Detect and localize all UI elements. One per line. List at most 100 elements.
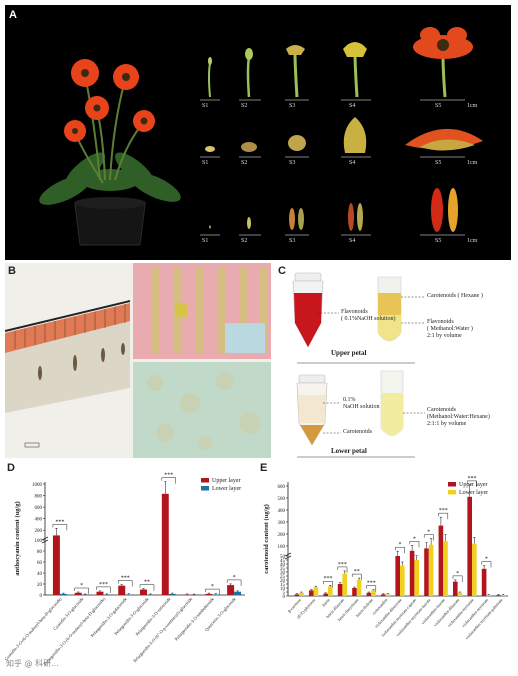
anthocyanin-bar-chart: 0 20 40 60 80 100 200 400 600 800 1000 anthocyanin … (5, 473, 245, 666)
significance-label: * (211, 584, 214, 590)
scale-bar-label: 1cm (467, 160, 478, 166)
panel-b-label: B (8, 265, 16, 277)
label-flavonoids-mw: Flavonoids ( Methanol:Water ) 2:1 by vol… (427, 319, 473, 340)
bar-lower (328, 586, 333, 596)
y-tick-label: 200 (35, 529, 43, 534)
y-tick-label: 800 (35, 494, 43, 499)
bar-upper (74, 592, 82, 595)
significance-label: * (485, 557, 488, 563)
significance-bracket (481, 561, 492, 568)
plant-pot-photo (39, 59, 181, 246)
bar-upper (294, 594, 300, 596)
bar-lower (457, 592, 463, 596)
significance-label: *** (121, 576, 130, 582)
significance-label: *** (439, 508, 448, 514)
panel-d: D 0 20 40 60 80 100 200 400 600 800 1000 anthocyani… (5, 462, 255, 672)
bar-lower (472, 543, 477, 596)
y-tick-label: 200 (278, 533, 286, 538)
bar-lower (400, 565, 405, 596)
significance-bracket (395, 546, 405, 554)
bar-lower (342, 573, 348, 596)
y-tick-label: 400 (35, 517, 43, 522)
panel-e-label: E (260, 462, 268, 474)
significance-bracket (52, 524, 68, 531)
stage-label: S1 (202, 160, 209, 166)
x-tick-label: Pelargonidin-3-O-galactoside (90, 596, 128, 638)
legend-label: Lower layer (459, 490, 488, 496)
row-flower-heads (200, 117, 483, 158)
y-tick-label: 40 (37, 572, 43, 577)
scale-bar-label: 1cm (467, 238, 478, 244)
y-tick-label: 35 (280, 567, 286, 572)
stage-label: S1 (202, 103, 209, 109)
caption-upper-petal: Upper petal (331, 349, 367, 357)
y-tick-label: 30 (280, 571, 286, 576)
petal-cross-section-micrograph (5, 263, 271, 458)
significance-label: * (456, 571, 459, 577)
bar-lower (500, 595, 506, 596)
bar-upper (161, 493, 169, 595)
bar-upper (481, 568, 487, 596)
label-text: 2:1:1 by volume (427, 421, 467, 427)
label-text: ( 0.1%NaOH solution) (341, 316, 396, 322)
stage-label: S4 (349, 160, 356, 166)
significance-label: *** (99, 582, 108, 588)
significance-bracket (74, 587, 89, 594)
bar-lower (356, 580, 362, 596)
y-tick-label: 5 (283, 591, 286, 596)
legend-label: Upper layer (459, 482, 488, 488)
bar-upper (380, 594, 386, 596)
y-tick-label: 100 (278, 545, 286, 550)
legend-swatch (448, 490, 456, 495)
significance-bracket (438, 512, 449, 520)
bar-upper (205, 593, 213, 595)
bar-lower (234, 591, 242, 595)
panel-c-label: C (278, 265, 286, 277)
legend-swatch (201, 486, 209, 491)
stage-label: S4 (349, 238, 356, 244)
y-tick-label: 500 (278, 497, 286, 502)
axis-break-mark (284, 552, 292, 560)
legend-label: Upper layer (212, 478, 241, 484)
caption-lower-petal: Lower petal (331, 447, 367, 455)
stage-label: S3 (289, 238, 296, 244)
significance-bracket (96, 586, 111, 593)
legend-swatch (448, 482, 456, 487)
bar-upper (352, 588, 357, 596)
y-tick-label: 25 (280, 575, 286, 580)
bar-lower (212, 594, 220, 595)
label-carotenoids-hexane: Carotenoids ( Hexane ) (427, 293, 483, 299)
bar-lower (125, 594, 133, 595)
significance-bracket (351, 573, 362, 581)
y-tick-label: 60 (37, 561, 43, 566)
stage-label: S5 (435, 160, 442, 166)
bar-lower (168, 593, 176, 595)
bar-upper (308, 590, 314, 596)
bar-upper (118, 585, 126, 595)
significance-label: *** (338, 562, 347, 568)
bar-upper (337, 584, 343, 596)
stage-label: S3 (289, 160, 296, 166)
stage-label: S3 (289, 103, 296, 109)
significance-bracket (226, 579, 242, 586)
legend-label: Lower layer (212, 486, 241, 492)
watermark: 知乎 @ 科研... (6, 659, 59, 668)
significance-label: *** (164, 473, 173, 479)
bar-upper (467, 496, 472, 596)
y-tick-label: 600 (35, 506, 43, 511)
label-text: (Methanol:Water:Hexane) (427, 414, 490, 420)
stage-label: S2 (241, 238, 248, 244)
bar-lower (385, 594, 391, 596)
significance-label: * (399, 542, 402, 548)
significance-bracket (423, 534, 434, 541)
y-tick-label: 1000 (32, 483, 43, 488)
significance-label: *** (324, 576, 333, 582)
bar-upper (496, 595, 501, 596)
bar-upper (96, 591, 104, 595)
panel-a-illustration (39, 27, 483, 246)
stage-label: S2 (241, 160, 248, 166)
bar-lower (443, 541, 448, 596)
bar-upper (409, 550, 415, 596)
bar-lower (486, 595, 492, 596)
